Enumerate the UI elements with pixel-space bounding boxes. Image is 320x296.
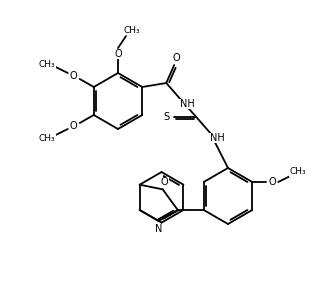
Text: CH₃: CH₃ (38, 133, 55, 142)
Text: CH₃: CH₃ (124, 25, 140, 35)
Text: NH: NH (180, 99, 195, 109)
Text: O: O (70, 71, 77, 81)
Text: O: O (70, 121, 77, 131)
Text: S: S (163, 112, 169, 122)
Text: O: O (268, 177, 276, 187)
Text: O: O (172, 53, 180, 63)
Text: CH₃: CH₃ (38, 59, 55, 68)
Text: CH₃: CH₃ (290, 168, 307, 176)
Text: NH: NH (210, 133, 225, 143)
Text: N: N (155, 224, 162, 234)
Text: O: O (114, 49, 122, 59)
Text: O: O (161, 177, 169, 187)
